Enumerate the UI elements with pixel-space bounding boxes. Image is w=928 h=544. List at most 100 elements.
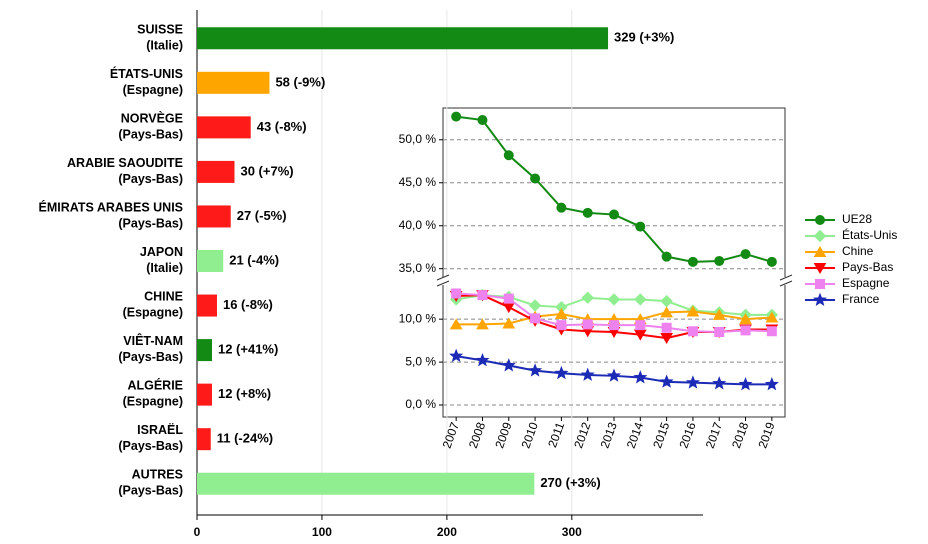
y-tick-label: 0,0 % — [405, 397, 436, 411]
marker — [528, 363, 543, 377]
marker — [686, 305, 700, 317]
marker — [503, 293, 514, 304]
marker — [503, 150, 514, 161]
category-label: AUTRES (Pays-Bas) — [118, 468, 183, 498]
marker — [714, 327, 725, 338]
marker — [738, 377, 753, 391]
marker — [661, 322, 672, 333]
bar — [197, 339, 212, 362]
value-label: 12 (+41%) — [218, 342, 278, 357]
category-label: ÉMIRATS ARABES UNIS (Pays-Bas) — [39, 200, 183, 231]
marker — [609, 320, 619, 331]
marker — [660, 333, 673, 345]
axis-break — [436, 280, 450, 287]
category-name: ALGÉRIE — [127, 378, 183, 393]
category-name: ISRAËL — [137, 422, 183, 437]
category-name: ARABIE SAOUDITE — [67, 156, 183, 170]
x-tick-label: 2016 — [676, 420, 698, 450]
y-tick-label: 40,0 % — [399, 218, 437, 232]
x-tick-label: 2018 — [729, 420, 751, 450]
category-label: ISRAËL (Pays-Bas) — [118, 422, 183, 453]
category-label: ÉTATS-UNIS (Espagne) — [110, 66, 183, 97]
x-tick-label: 2008 — [466, 420, 488, 450]
x-tick-label: 2007 — [440, 420, 462, 450]
y-tick-label: 10,0 % — [399, 311, 437, 325]
legend-label: Espagne — [842, 276, 890, 290]
x-tick-label: 300 — [562, 525, 582, 539]
marker — [530, 173, 541, 184]
category-name: CHINE — [144, 290, 183, 304]
series — [451, 111, 777, 267]
marker — [685, 375, 700, 389]
bar — [197, 294, 217, 317]
marker — [687, 256, 698, 267]
value-label: 21 (-4%) — [229, 252, 279, 267]
marker — [582, 207, 593, 218]
series — [449, 348, 779, 391]
category-label: NORVÈGE (Pays-Bas) — [118, 111, 183, 142]
x-tick-label: 2013 — [598, 420, 620, 450]
marker — [635, 221, 646, 232]
category-name: AUTRES — [132, 468, 183, 482]
category-label: SUISSE (Italie) — [137, 23, 183, 53]
value-label: 16 (-8%) — [223, 297, 273, 312]
y-tick-label: 50,0 % — [399, 132, 437, 146]
value-label: 30 (+7%) — [240, 163, 293, 178]
marker — [766, 326, 777, 337]
bar — [197, 250, 224, 272]
marker — [740, 249, 751, 260]
marker — [606, 368, 622, 382]
category-note: (Pays-Bas) — [118, 350, 183, 364]
legend-label: Pays-Bas — [842, 260, 893, 274]
legend-label: États-Unis — [842, 227, 897, 242]
category-note: (Italie) — [146, 261, 183, 275]
marker — [764, 377, 779, 391]
x-tick-label: 2017 — [703, 420, 725, 450]
bar — [197, 116, 251, 139]
x-tick-label: 2011 — [545, 420, 567, 449]
legend-label: UE28 — [842, 212, 872, 226]
y-tick-label: 5,0 % — [405, 354, 436, 368]
value-label: 270 (+3%) — [540, 475, 600, 490]
marker — [739, 313, 752, 325]
category-name: NORVÈGE — [121, 111, 183, 126]
category-note: (Pays-Bas) — [118, 484, 183, 498]
legend-marker — [815, 215, 825, 225]
marker — [501, 358, 516, 372]
marker — [635, 320, 646, 331]
marker — [659, 374, 674, 388]
legend-marker — [813, 263, 827, 274]
bar — [197, 472, 535, 495]
marker — [556, 202, 567, 213]
x-tick-label: 100 — [312, 525, 332, 539]
value-label: 27 (-5%) — [237, 208, 287, 223]
marker — [712, 308, 726, 320]
category-note: (Pays-Bas) — [118, 172, 183, 186]
bar — [197, 71, 270, 94]
marker — [766, 256, 777, 267]
marker — [661, 251, 672, 262]
marker — [530, 313, 541, 324]
category-note: (Espagne) — [123, 306, 183, 320]
category-note: (Italie) — [146, 39, 183, 53]
series — [451, 288, 777, 338]
category-label: ALGÉRIE (Espagne) — [123, 378, 183, 409]
axis-break — [436, 274, 450, 281]
bar — [197, 383, 212, 406]
marker — [634, 293, 647, 306]
value-label: 43 (-8%) — [257, 119, 307, 134]
x-tick-label: 2009 — [492, 420, 514, 450]
category-note: (Pays-Bas) — [118, 217, 183, 231]
marker — [609, 209, 619, 220]
bar — [197, 205, 231, 228]
x-tick-label: 2019 — [755, 420, 777, 450]
marker — [712, 376, 727, 390]
marker — [451, 288, 462, 299]
marker — [687, 326, 698, 337]
marker — [580, 367, 595, 381]
category-name: SUISSE — [137, 23, 183, 37]
marker — [765, 311, 779, 323]
marker — [449, 348, 464, 363]
marker — [554, 365, 569, 380]
